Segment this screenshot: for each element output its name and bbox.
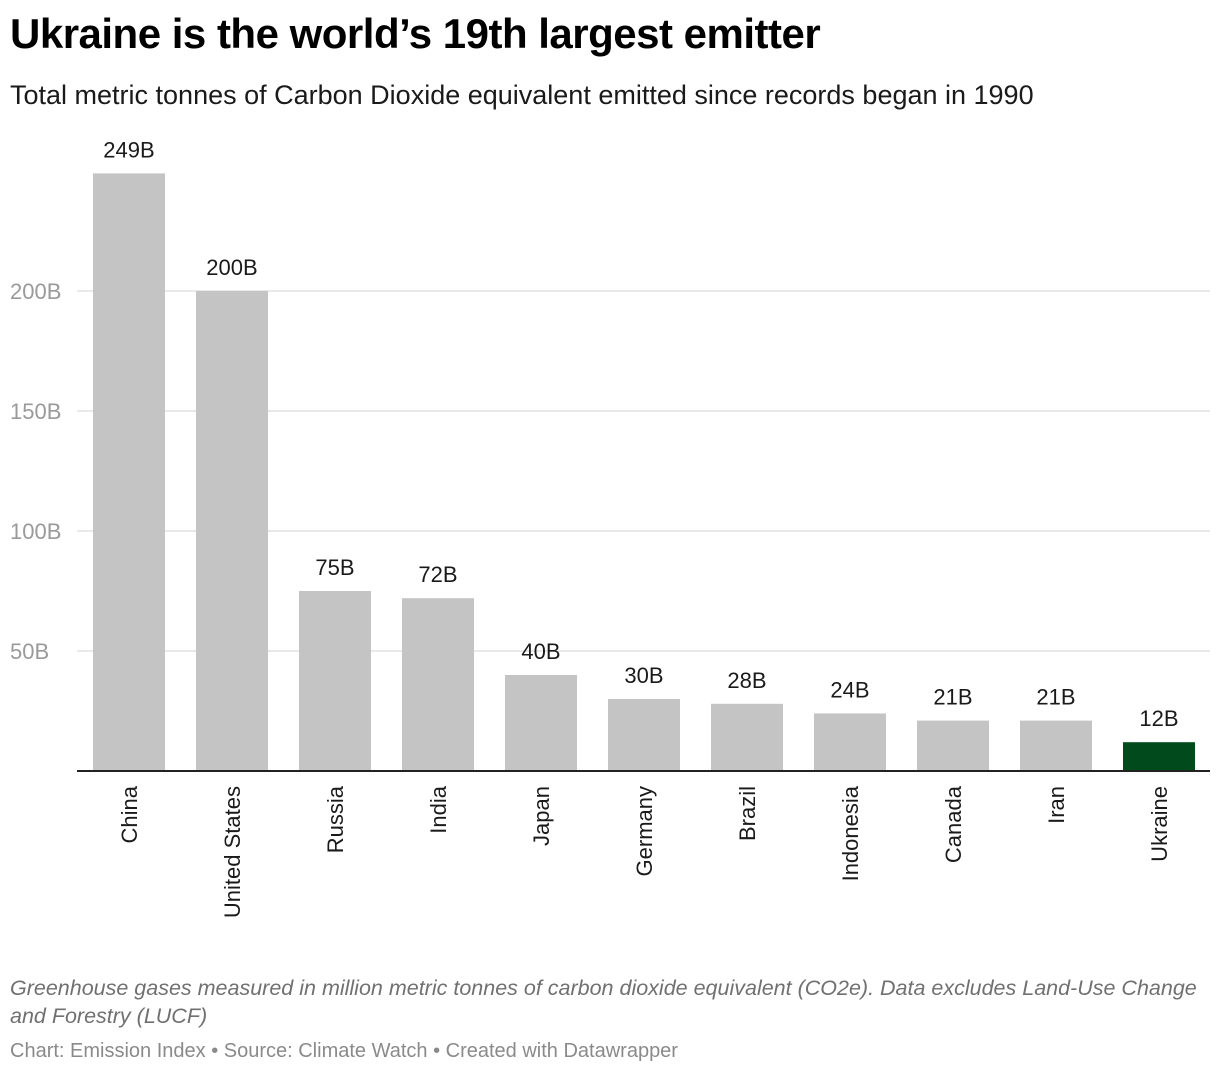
category-label: India <box>426 785 451 833</box>
category-label: Indonesia <box>838 785 863 881</box>
bar <box>608 699 680 771</box>
bar <box>917 720 989 771</box>
value-label: 72B <box>418 562 457 587</box>
category-label: Brazil <box>735 786 760 841</box>
value-label: 21B <box>1036 685 1075 710</box>
value-label: 249B <box>103 137 154 162</box>
y-tick-label: 50B <box>10 639 49 664</box>
y-tick-label: 100B <box>10 519 61 544</box>
value-labels: 249B 200B 75B 72B 40B 30B 28B 24B 21B 21B 12B <box>103 137 1178 731</box>
y-axis-ticks: 50B 100B 150B 200B <box>10 279 61 664</box>
bar <box>814 713 886 771</box>
value-label: 28B <box>727 668 766 693</box>
category-labels: China United States Russia India Japan German… <box>117 785 1172 918</box>
category-label: Iran <box>1044 786 1069 824</box>
category-label: China <box>117 785 142 843</box>
y-tick-label: 200B <box>10 279 61 304</box>
chart-title: Ukraine is the world’s 19th largest emit… <box>10 10 821 57</box>
category-label: Japan <box>529 786 554 846</box>
bar <box>1123 742 1195 771</box>
value-label: 40B <box>521 639 560 664</box>
chart-note: Greenhouse gases measured in million met… <box>10 976 1197 1028</box>
category-label: Ukraine <box>1147 786 1172 862</box>
bars <box>93 173 1195 771</box>
category-label: United States <box>220 786 245 918</box>
category-label: Germany <box>632 786 657 876</box>
value-label: 30B <box>624 663 663 688</box>
y-tick-label: 150B <box>10 399 61 424</box>
bar <box>711 703 783 771</box>
bar <box>402 598 474 771</box>
value-label: 21B <box>933 685 972 710</box>
bar <box>1020 720 1092 771</box>
chart-subtitle: Total metric tonnes of Carbon Dioxide eq… <box>10 80 1034 110</box>
bar <box>299 591 371 771</box>
value-label: 24B <box>830 677 869 702</box>
category-label: Russia <box>323 785 348 853</box>
category-label: Canada <box>941 785 966 863</box>
value-label: 12B <box>1139 706 1178 731</box>
bar <box>196 291 268 771</box>
value-label: 200B <box>206 255 257 280</box>
bar <box>93 173 165 771</box>
value-label: 75B <box>315 555 354 580</box>
chart-credit: Chart: Emission Index • Source: Climate … <box>10 1040 678 1062</box>
bar <box>505 675 577 771</box>
